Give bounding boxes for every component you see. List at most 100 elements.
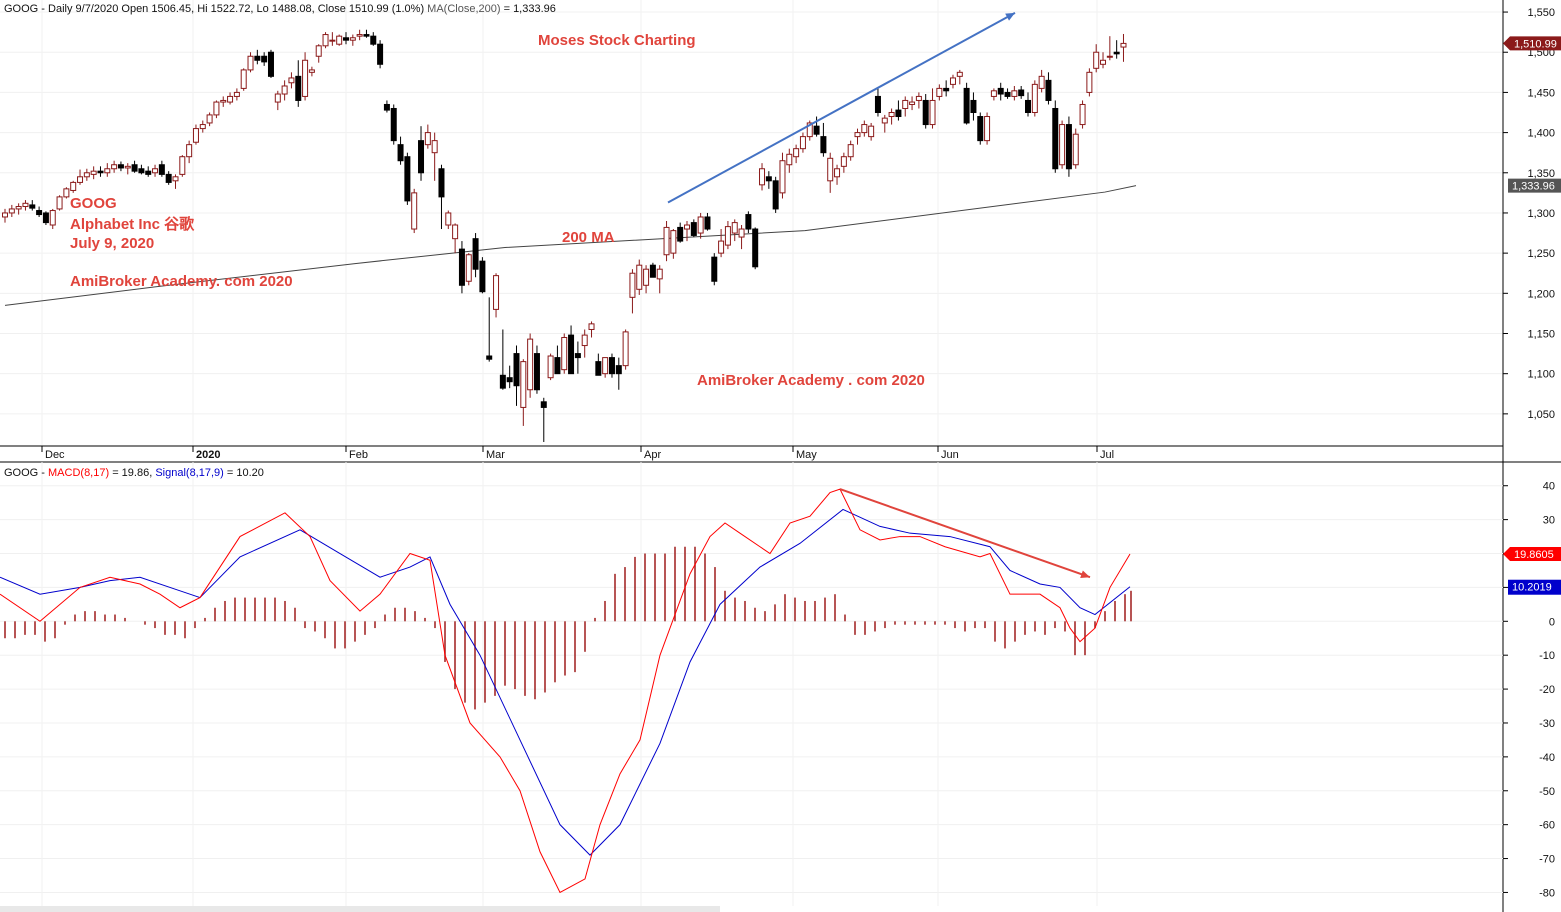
candle	[888, 108, 895, 125]
candle-body	[1120, 42, 1127, 48]
price-y-tick-label: 1,250	[1527, 248, 1555, 260]
candle	[718, 229, 725, 258]
candle-body	[458, 248, 465, 286]
candle	[356, 29, 363, 41]
candle	[220, 96, 227, 107]
candle-body	[438, 168, 445, 198]
candle	[922, 94, 929, 129]
candle-body	[29, 204, 36, 209]
candle	[949, 74, 956, 89]
candle-body	[1031, 83, 1038, 114]
candle	[1045, 72, 1052, 105]
candle	[636, 259, 643, 295]
candle-body	[220, 99, 227, 103]
candle-body	[486, 355, 493, 360]
price-y-tick-label: 1,450	[1527, 87, 1555, 99]
candle	[192, 124, 199, 145]
candle	[308, 66, 315, 77]
candle	[377, 40, 384, 69]
candle-body	[308, 69, 315, 73]
candle	[990, 88, 997, 101]
divergence-arrow-shaft	[839, 488, 1091, 579]
candle-body	[970, 99, 977, 114]
candle	[36, 206, 43, 217]
candle	[465, 253, 472, 286]
candle	[1072, 128, 1079, 169]
candle-body	[63, 188, 70, 198]
candle-body	[1079, 103, 1086, 126]
candle-body	[452, 224, 459, 240]
candle-body	[295, 75, 302, 101]
candle-body	[465, 254, 472, 282]
candle-body	[199, 124, 206, 130]
macd-y-tick-label: -50	[1539, 786, 1555, 798]
candle	[595, 353, 602, 376]
ticker-annotation: GOOG	[70, 195, 117, 212]
candle-body	[963, 87, 970, 124]
candle	[909, 96, 916, 111]
candle-body	[356, 34, 363, 37]
macd-header: GOOG - MACD(8,17) = 19.86, Signal(8,17,9…	[4, 467, 264, 479]
candle	[533, 345, 540, 394]
x-tick-label: Dec	[45, 449, 65, 461]
macd-panel: 403020100-10-20-30-40-50-60-70-80 GOOG -…	[0, 462, 1561, 906]
candle-body	[383, 103, 390, 111]
candle-body	[847, 144, 854, 158]
candle-body	[254, 55, 261, 61]
candle	[513, 345, 520, 406]
candle-body	[745, 214, 752, 230]
candle	[854, 128, 861, 145]
candle-body	[547, 355, 554, 379]
candle-body	[104, 168, 111, 174]
candle-body	[145, 170, 152, 175]
sheet-tab-strip[interactable]	[0, 906, 720, 912]
candle-body	[77, 176, 84, 183]
candle-body	[274, 93, 281, 103]
price-y-tick-label: 1,400	[1527, 128, 1555, 140]
candle-body	[943, 87, 950, 92]
candle	[793, 144, 800, 164]
candle	[956, 69, 963, 85]
candle	[240, 68, 247, 91]
candle	[684, 220, 690, 242]
candle-body	[984, 116, 991, 142]
candle-body	[513, 353, 520, 387]
candle	[1120, 33, 1127, 62]
candle	[724, 220, 731, 250]
x-tick-label: 2020	[196, 449, 220, 461]
candle-body	[602, 357, 609, 375]
candles	[2, 29, 1127, 442]
watermark-center: AmiBroker Academy . com 2020	[697, 372, 925, 389]
candle-body	[261, 55, 268, 63]
candle-body	[759, 168, 766, 186]
candle	[261, 52, 268, 66]
candle-body	[581, 334, 588, 347]
candle	[499, 329, 506, 390]
candle	[1052, 100, 1059, 173]
candle-body	[472, 238, 479, 270]
candle-body	[799, 136, 806, 150]
candle-body	[656, 268, 663, 280]
candle	[411, 188, 418, 234]
candle	[179, 155, 186, 177]
candle	[452, 223, 459, 254]
candle	[479, 257, 486, 294]
candle	[547, 353, 554, 381]
candle	[772, 176, 779, 213]
candle	[670, 229, 677, 259]
candle	[424, 124, 431, 149]
candle	[1025, 92, 1031, 117]
candle	[349, 34, 356, 46]
tab-strip-bg	[0, 906, 720, 912]
candle-body	[138, 168, 145, 174]
candle-body	[1052, 107, 1059, 170]
candle-body	[329, 39, 336, 42]
candle-body	[404, 156, 411, 202]
candle	[274, 90, 281, 111]
candle	[267, 49, 274, 78]
candle	[799, 132, 806, 153]
candle-body	[240, 69, 247, 89]
candle	[206, 112, 213, 127]
candle	[322, 32, 329, 49]
